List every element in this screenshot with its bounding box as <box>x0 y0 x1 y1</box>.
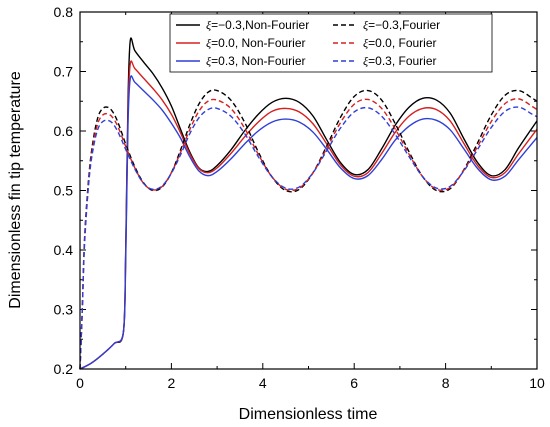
plot-frame <box>79 11 538 370</box>
series-line-2 <box>79 60 538 370</box>
series-lines <box>79 37 538 370</box>
legend-label-6: ξ=0.3, Fourier <box>363 54 437 68</box>
x-tick-label: 8 <box>442 375 450 391</box>
x-tick-label: 6 <box>350 375 358 391</box>
y-tick-label: 0.2 <box>54 361 74 377</box>
series-line-1 <box>79 37 538 370</box>
legend-label-5: ξ=0.0, Fourier <box>363 36 437 50</box>
x-tick-label: 4 <box>259 375 267 391</box>
y-axis-title: Dimensionless fin tip temperature <box>7 71 24 309</box>
legend-label-1: ξ=−0.3,Non-Fourier <box>206 18 309 32</box>
legend-symbol: ξ <box>206 36 212 50</box>
y-tick-label: 0.8 <box>54 4 74 20</box>
series-line-6 <box>79 106 538 370</box>
y-tick-labels: 0.2 0.3 0.4 0.5 0.6 0.7 0.8 <box>54 4 74 377</box>
legend-value: =−0.3,Non-Fourier <box>211 18 309 32</box>
y-tick-label: 0.7 <box>54 64 74 80</box>
legend-label-2: ξ=0.0, Non-Fourier <box>206 36 306 50</box>
series-line-4 <box>79 89 538 370</box>
legend-value: =0.0, Non-Fourier <box>211 36 305 50</box>
legend-symbol: ξ <box>206 54 212 68</box>
x-tick-labels: 0 2 4 6 8 10 <box>76 375 545 391</box>
legend-value: =0.0, Fourier <box>368 36 436 50</box>
legend-symbol: ξ <box>363 36 369 50</box>
series-line-5 <box>79 98 538 370</box>
legend-symbol: ξ <box>363 54 369 68</box>
legend-value: =0.3, Fourier <box>368 54 436 68</box>
legend-label-4: ξ=−0.3,Fourier <box>363 18 440 32</box>
x-tick-label: 10 <box>529 375 545 391</box>
y-tick-label: 0.5 <box>54 183 74 199</box>
x-axis-title: Dimensionless time <box>239 406 378 423</box>
legend-symbol: ξ <box>363 18 369 32</box>
series-line-3 <box>79 75 538 370</box>
x-tick-label: 0 <box>76 375 84 391</box>
y-tick-label: 0.4 <box>54 242 74 258</box>
legend-label-3: ξ=0.3, Non-Fourier <box>206 54 306 68</box>
legend-value: =0.3, Non-Fourier <box>211 54 305 68</box>
legend-box <box>169 13 493 73</box>
y-tick-label: 0.6 <box>54 123 74 139</box>
x-tick-label: 2 <box>168 375 176 391</box>
legend-symbol: ξ <box>206 18 212 32</box>
legend-value: =−0.3,Fourier <box>368 18 440 32</box>
y-tick-label: 0.3 <box>54 302 74 318</box>
